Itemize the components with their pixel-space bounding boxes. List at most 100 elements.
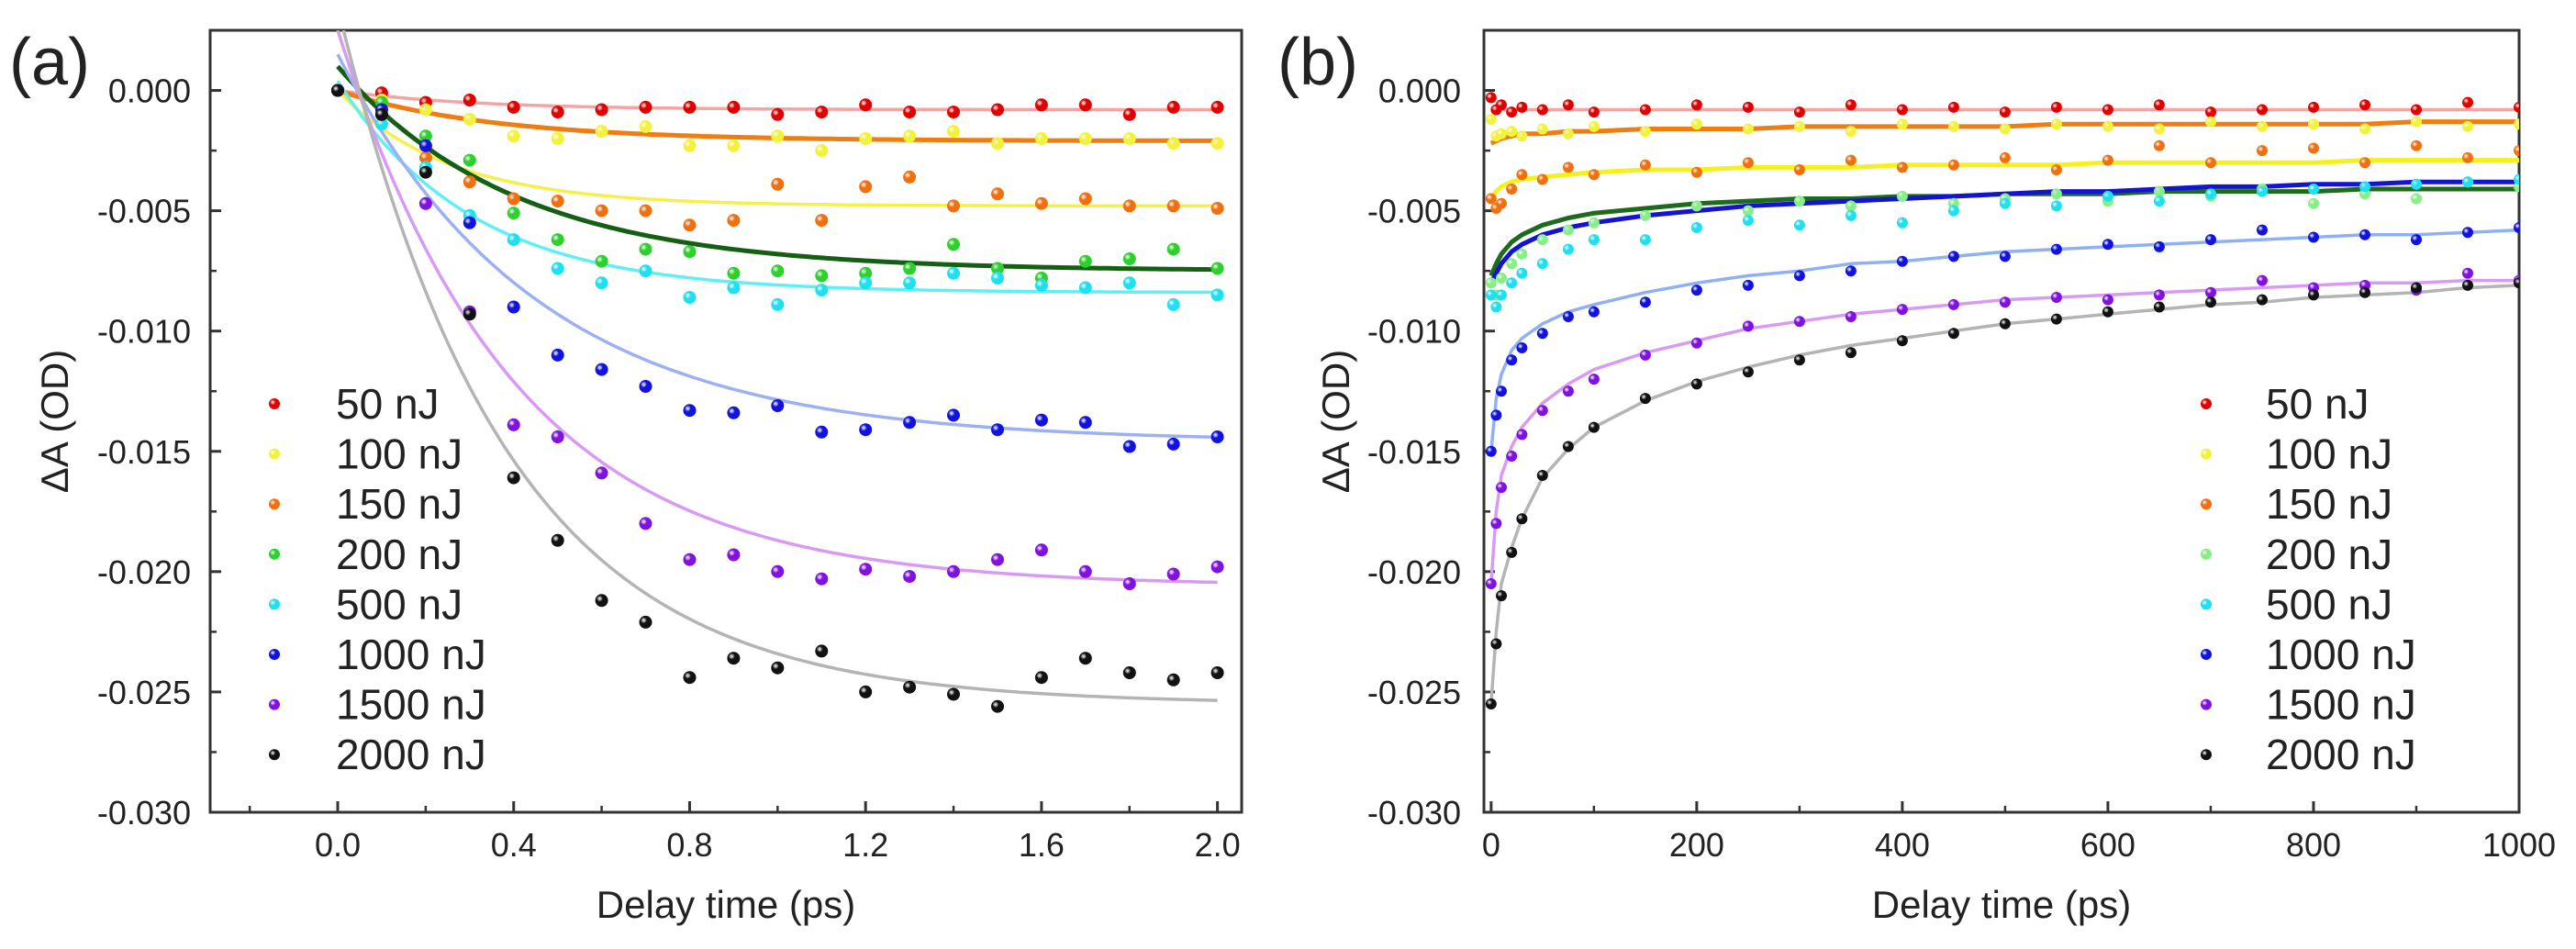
data-point-50-nj — [1742, 101, 1754, 113]
data-point-200-nj — [507, 207, 520, 220]
fit-line-1500-nj — [336, 30, 1218, 585]
data-point-2000-nj — [903, 680, 917, 694]
data-point-1000-nj — [683, 404, 697, 418]
data-point-2000-nj — [815, 644, 829, 658]
data-point-1500-nj — [2153, 289, 2165, 301]
data-point-50-nj — [1078, 98, 1092, 112]
data-point-2000-nj — [1947, 328, 1959, 340]
data-point-150-nj — [859, 180, 873, 194]
data-point-150-nj — [1516, 169, 1528, 181]
data-point-2000-nj — [507, 471, 520, 485]
data-point-500-nj — [903, 276, 917, 290]
data-point-50-nj — [2462, 96, 2473, 108]
data-point-50-nj — [1122, 107, 1136, 121]
legend-item: 50 nJ — [269, 380, 440, 428]
y-tick-label: -0.025 — [1367, 674, 1461, 711]
y-tick-label: -0.005 — [97, 193, 191, 230]
data-point-1000-nj — [1588, 306, 1600, 318]
data-point-2000-nj — [2205, 296, 2216, 308]
fit-lines — [336, 30, 1218, 702]
data-point-500-nj — [639, 264, 652, 278]
y-tick-label: -0.010 — [97, 313, 191, 351]
data-point-100-nj — [1516, 130, 1528, 142]
data-point-1500-nj — [1122, 577, 1136, 590]
data-point-2000-nj — [1639, 393, 1651, 405]
x-tick-label: 0.4 — [491, 826, 537, 864]
x-tick-label: 0.0 — [315, 826, 361, 864]
data-point-50-nj — [1999, 106, 2011, 118]
fit-line-2000-nj — [1489, 284, 2519, 705]
data-point-50-nj — [1166, 100, 1180, 114]
data-point-100-nj — [1896, 118, 1908, 130]
legend-label: 1500 nJ — [336, 681, 486, 729]
data-point-50-nj — [1947, 101, 1959, 113]
data-point-1000-nj — [2514, 222, 2519, 233]
data-point-50-nj — [507, 100, 520, 114]
data-point-100-nj — [1690, 118, 1702, 130]
fit-line-200-nj — [336, 64, 1218, 273]
data-point-2000-nj — [418, 165, 432, 179]
data-point-150-nj — [2514, 145, 2519, 157]
data-point-2000-nj — [1490, 638, 1502, 650]
data-point-50-nj — [903, 106, 917, 119]
data-point-1000-nj — [2411, 234, 2422, 246]
data-point-150-nj — [2153, 140, 2165, 151]
data-point-2000-nj — [374, 107, 388, 121]
data-point-100-nj — [727, 139, 741, 152]
data-point-50-nj — [1793, 106, 1805, 118]
data-point-500-nj — [727, 281, 741, 295]
data-point-100-nj — [1742, 123, 1754, 135]
data-point-1500-nj — [639, 517, 652, 530]
data-point-1000-nj — [595, 363, 608, 376]
data-point-500-nj — [683, 291, 697, 304]
data-point-150-nj — [1034, 196, 1048, 210]
data-point-1500-nj — [2205, 286, 2216, 298]
data-point-50-nj — [859, 98, 873, 112]
data-point-100-nj — [2102, 120, 2113, 132]
fit-line-500-nj — [336, 80, 1218, 295]
data-point-100-nj — [2359, 123, 2370, 135]
data-point-150-nj — [2462, 151, 2473, 163]
data-point-1000-nj — [1034, 413, 1048, 427]
data-point-150-nj — [683, 218, 697, 232]
data-point-500-nj — [1845, 209, 1857, 221]
legend-item: 50 nJ — [2201, 380, 2370, 428]
legend-marker — [2201, 698, 2212, 710]
data-point-500-nj — [1506, 277, 1518, 289]
data-point-150-nj — [1536, 173, 1548, 185]
data-point-500-nj — [1496, 289, 1507, 301]
data-point-150-nj — [1845, 154, 1857, 166]
data-point-150-nj — [1485, 193, 1497, 205]
legend-item: 1000 nJ — [2201, 631, 2416, 678]
data-point-1500-nj — [2102, 294, 2113, 306]
x-tick-label: 1.6 — [1019, 826, 1065, 864]
y-tick-label: -0.015 — [97, 433, 191, 471]
legend-label: 2000 nJ — [2266, 731, 2416, 778]
data-point-1500-nj — [1506, 451, 1518, 462]
data-point-100-nj — [463, 113, 476, 126]
legend-label: 500 nJ — [2266, 580, 2392, 628]
data-point-500-nj — [2411, 178, 2422, 190]
data-point-150-nj — [903, 170, 917, 184]
data-point-200-nj — [727, 266, 741, 280]
data-point-500-nj — [1034, 278, 1048, 292]
y-tick-label: -0.020 — [97, 553, 191, 591]
data-point-2000-nj — [1845, 347, 1857, 359]
data-point-1000-nj — [1516, 342, 1528, 353]
data-point-2000-nj — [1742, 366, 1754, 378]
data-point-500-nj — [1896, 217, 1908, 229]
legend-marker — [2201, 749, 2212, 761]
data-point-1000-nj — [859, 423, 873, 437]
data-point-200-nj — [947, 238, 960, 251]
data-point-2000-nj — [1896, 335, 1908, 347]
data-point-50-nj — [2050, 101, 2062, 113]
data-point-200-nj — [1506, 258, 1518, 270]
data-point-500-nj — [1210, 288, 1224, 302]
data-point-200-nj — [595, 254, 608, 268]
panel-label: (b) — [1277, 26, 1358, 99]
data-point-150-nj — [463, 175, 476, 189]
data-point-500-nj — [947, 266, 960, 280]
data-point-2000-nj — [1588, 421, 1600, 433]
data-point-2000-nj — [2514, 277, 2519, 289]
data-point-50-nj — [463, 94, 476, 106]
